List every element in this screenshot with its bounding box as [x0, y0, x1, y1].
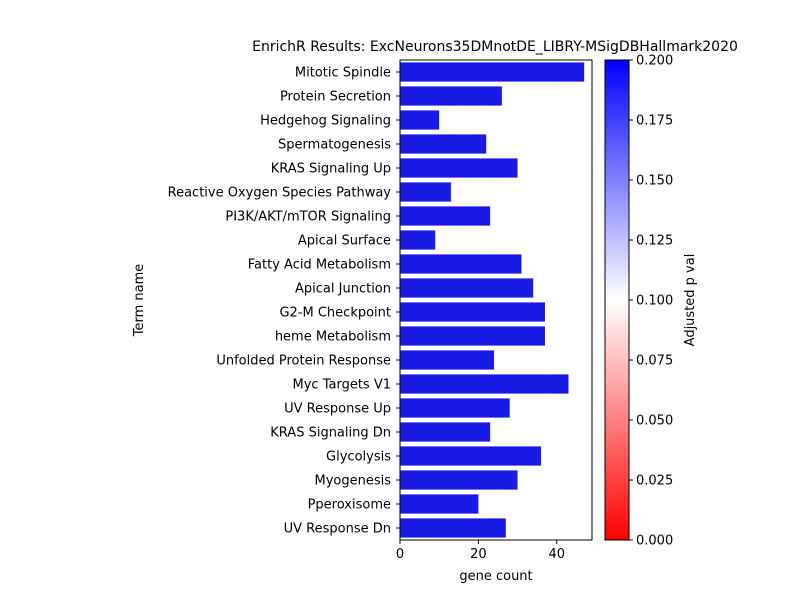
- bar: [400, 494, 479, 514]
- bar: [400, 206, 491, 226]
- term-label: KRAS Signaling Dn: [270, 426, 391, 441]
- term-label: Glycolysis: [326, 450, 391, 465]
- bar: [400, 182, 451, 202]
- colorbar-tick-label: 0.000: [636, 534, 673, 549]
- term-label: KRAS Signaling Up: [271, 162, 391, 177]
- term-label: Reactive Oxygen Species Pathway: [168, 186, 392, 201]
- bar: [400, 350, 495, 370]
- colorbar-tick-label: 0.150: [636, 174, 673, 189]
- colorbar-tick-label: 0.175: [636, 114, 673, 129]
- term-label: Apical Junction: [295, 282, 391, 297]
- colorbar-tick-label: 0.125: [636, 234, 673, 249]
- term-label: Spermatogenesis: [278, 138, 391, 153]
- bar: [400, 326, 545, 346]
- bar: [400, 134, 487, 154]
- colorbar-tick-label: 0.050: [636, 414, 673, 429]
- term-label: Pperoxisome: [308, 498, 391, 513]
- term-label: Unfolded Protein Response: [216, 354, 391, 369]
- bar: [400, 278, 534, 298]
- term-label: UV Response Dn: [284, 522, 391, 537]
- colorbar-tick-label: 0.100: [636, 294, 673, 309]
- chart-title: EnrichR Results: ExcNeurons35DMnotDE_LIB…: [252, 39, 738, 55]
- term-label: Myogenesis: [314, 474, 391, 489]
- bar: [400, 254, 522, 274]
- term-label: Fatty Acid Metabolism: [248, 258, 391, 273]
- colorbar-tick-label: 0.075: [636, 354, 673, 369]
- term-label: PI3K/AKT/mTOR Signaling: [225, 210, 391, 225]
- plot-frame: [399, 59, 593, 541]
- bar: [400, 398, 510, 418]
- term-labels-group: Mitotic Spindle Protein Secretion Hedgehog…: [168, 66, 400, 537]
- bar: [400, 110, 440, 130]
- x-tick-label: 20: [470, 547, 487, 562]
- bar: [400, 302, 545, 322]
- bar: [400, 230, 436, 250]
- bar: [400, 470, 518, 490]
- y-axis-label: Term name: [132, 264, 147, 338]
- bars-group: [400, 62, 585, 538]
- bar: [400, 518, 506, 538]
- colorbar-label: Adjusted p val: [683, 254, 698, 347]
- term-label: UV Response Up: [284, 402, 391, 417]
- colorbar-ticks: 0.000 0.025 0.050 0.075 0.100 0.125 0.150 0.175…: [629, 54, 673, 549]
- colorbar: [604, 59, 630, 541]
- bar: [400, 374, 569, 394]
- bar: [400, 86, 502, 106]
- x-axis-label: gene count: [459, 569, 532, 584]
- x-tick-label: 0: [396, 547, 404, 562]
- colorbar-tick-label: 0.025: [636, 474, 673, 489]
- term-label: heme Metabolism: [275, 330, 391, 345]
- term-label: Mitotic Spindle: [295, 66, 391, 81]
- term-label: Protein Secretion: [280, 90, 391, 105]
- bar: [400, 62, 585, 82]
- colorbar-tick-label: 0.200: [636, 54, 673, 69]
- term-label: Hedgehog Signaling: [260, 114, 391, 129]
- term-label: G2-M Checkpoint: [279, 306, 391, 321]
- term-label: Myc Targets V1: [293, 378, 391, 393]
- x-tick-label: 40: [548, 547, 565, 562]
- bar: [400, 422, 491, 442]
- bar: [400, 158, 518, 178]
- term-label: Apical Surface: [298, 234, 391, 249]
- x-axis: 0 20 40: [396, 540, 565, 562]
- bar: [400, 446, 542, 466]
